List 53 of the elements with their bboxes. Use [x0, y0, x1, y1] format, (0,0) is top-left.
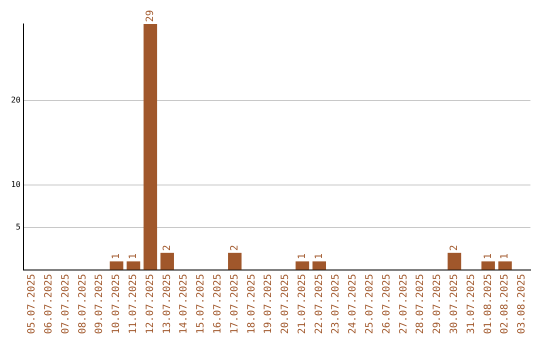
data-label: 1	[111, 253, 122, 260]
data-label: 2	[448, 244, 460, 251]
bar	[228, 252, 242, 270]
y-tick-label: 20	[10, 95, 21, 104]
data-label: 29	[144, 10, 156, 22]
y-tick-label: 5	[16, 222, 21, 232]
data-label: 1	[296, 253, 308, 260]
x-tick-label: 10.07.2025	[111, 274, 122, 334]
bar	[126, 261, 140, 270]
x-tick-label: 22.07.2025	[314, 274, 325, 334]
data-label: 1	[314, 253, 325, 260]
x-tick-label: 06.07.2025	[44, 274, 55, 334]
x-tick-label: 28.07.2025	[415, 274, 426, 334]
data-label: 1	[500, 253, 511, 260]
data-label: 1	[482, 253, 494, 260]
x-tick-label: 19.07.2025	[263, 274, 274, 334]
x-tick-label: 09.07.2025	[94, 274, 106, 334]
bar	[448, 252, 462, 270]
x-tick-label: 23.07.2025	[330, 274, 342, 334]
x-tick-label: 29.07.2025	[432, 274, 444, 334]
x-tick-label: 17.07.2025	[229, 274, 240, 334]
bar	[110, 261, 124, 270]
x-tick-label: 30.07.2025	[448, 274, 460, 334]
data-label: 2	[229, 244, 240, 251]
data-label: 2	[162, 244, 173, 251]
bar	[312, 261, 326, 270]
x-tick-label: 01.08.2025	[482, 274, 494, 334]
x-tick-label: 12.07.2025	[144, 274, 156, 334]
x-tick-label: 25.07.2025	[364, 274, 376, 334]
bar	[160, 252, 174, 270]
bar	[296, 261, 310, 270]
y-tick-label: 10	[10, 180, 21, 190]
x-tick-label: 05.07.2025	[26, 274, 38, 334]
x-tick-label: 16.07.2025	[212, 274, 224, 334]
x-tick-label: 11.07.2025	[128, 274, 140, 334]
x-tick-label: 07.07.2025	[60, 274, 72, 334]
data-label: 1	[128, 253, 140, 260]
x-tick-label: 27.07.2025	[398, 274, 410, 334]
x-tick-label: 02.08.2025	[500, 274, 511, 334]
x-tick-label: 21.07.2025	[296, 274, 308, 334]
x-tick-label: 26.07.2025	[381, 274, 392, 334]
x-tick-label: 15.07.2025	[196, 274, 207, 334]
bar	[481, 261, 495, 270]
x-tick-label: 24.07.2025	[348, 274, 359, 334]
x-tick-label: 14.07.2025	[178, 274, 190, 334]
x-tick-label: 18.07.2025	[246, 274, 258, 334]
bar	[144, 24, 158, 270]
x-tick-label: 20.07.2025	[280, 274, 292, 334]
x-tick-label: 13.07.2025	[162, 274, 173, 334]
bar	[498, 261, 512, 270]
x-tick-label: 03.08.2025	[516, 274, 528, 334]
x-tick-label: 31.07.2025	[466, 274, 477, 334]
x-tick-label: 08.07.2025	[77, 274, 88, 334]
